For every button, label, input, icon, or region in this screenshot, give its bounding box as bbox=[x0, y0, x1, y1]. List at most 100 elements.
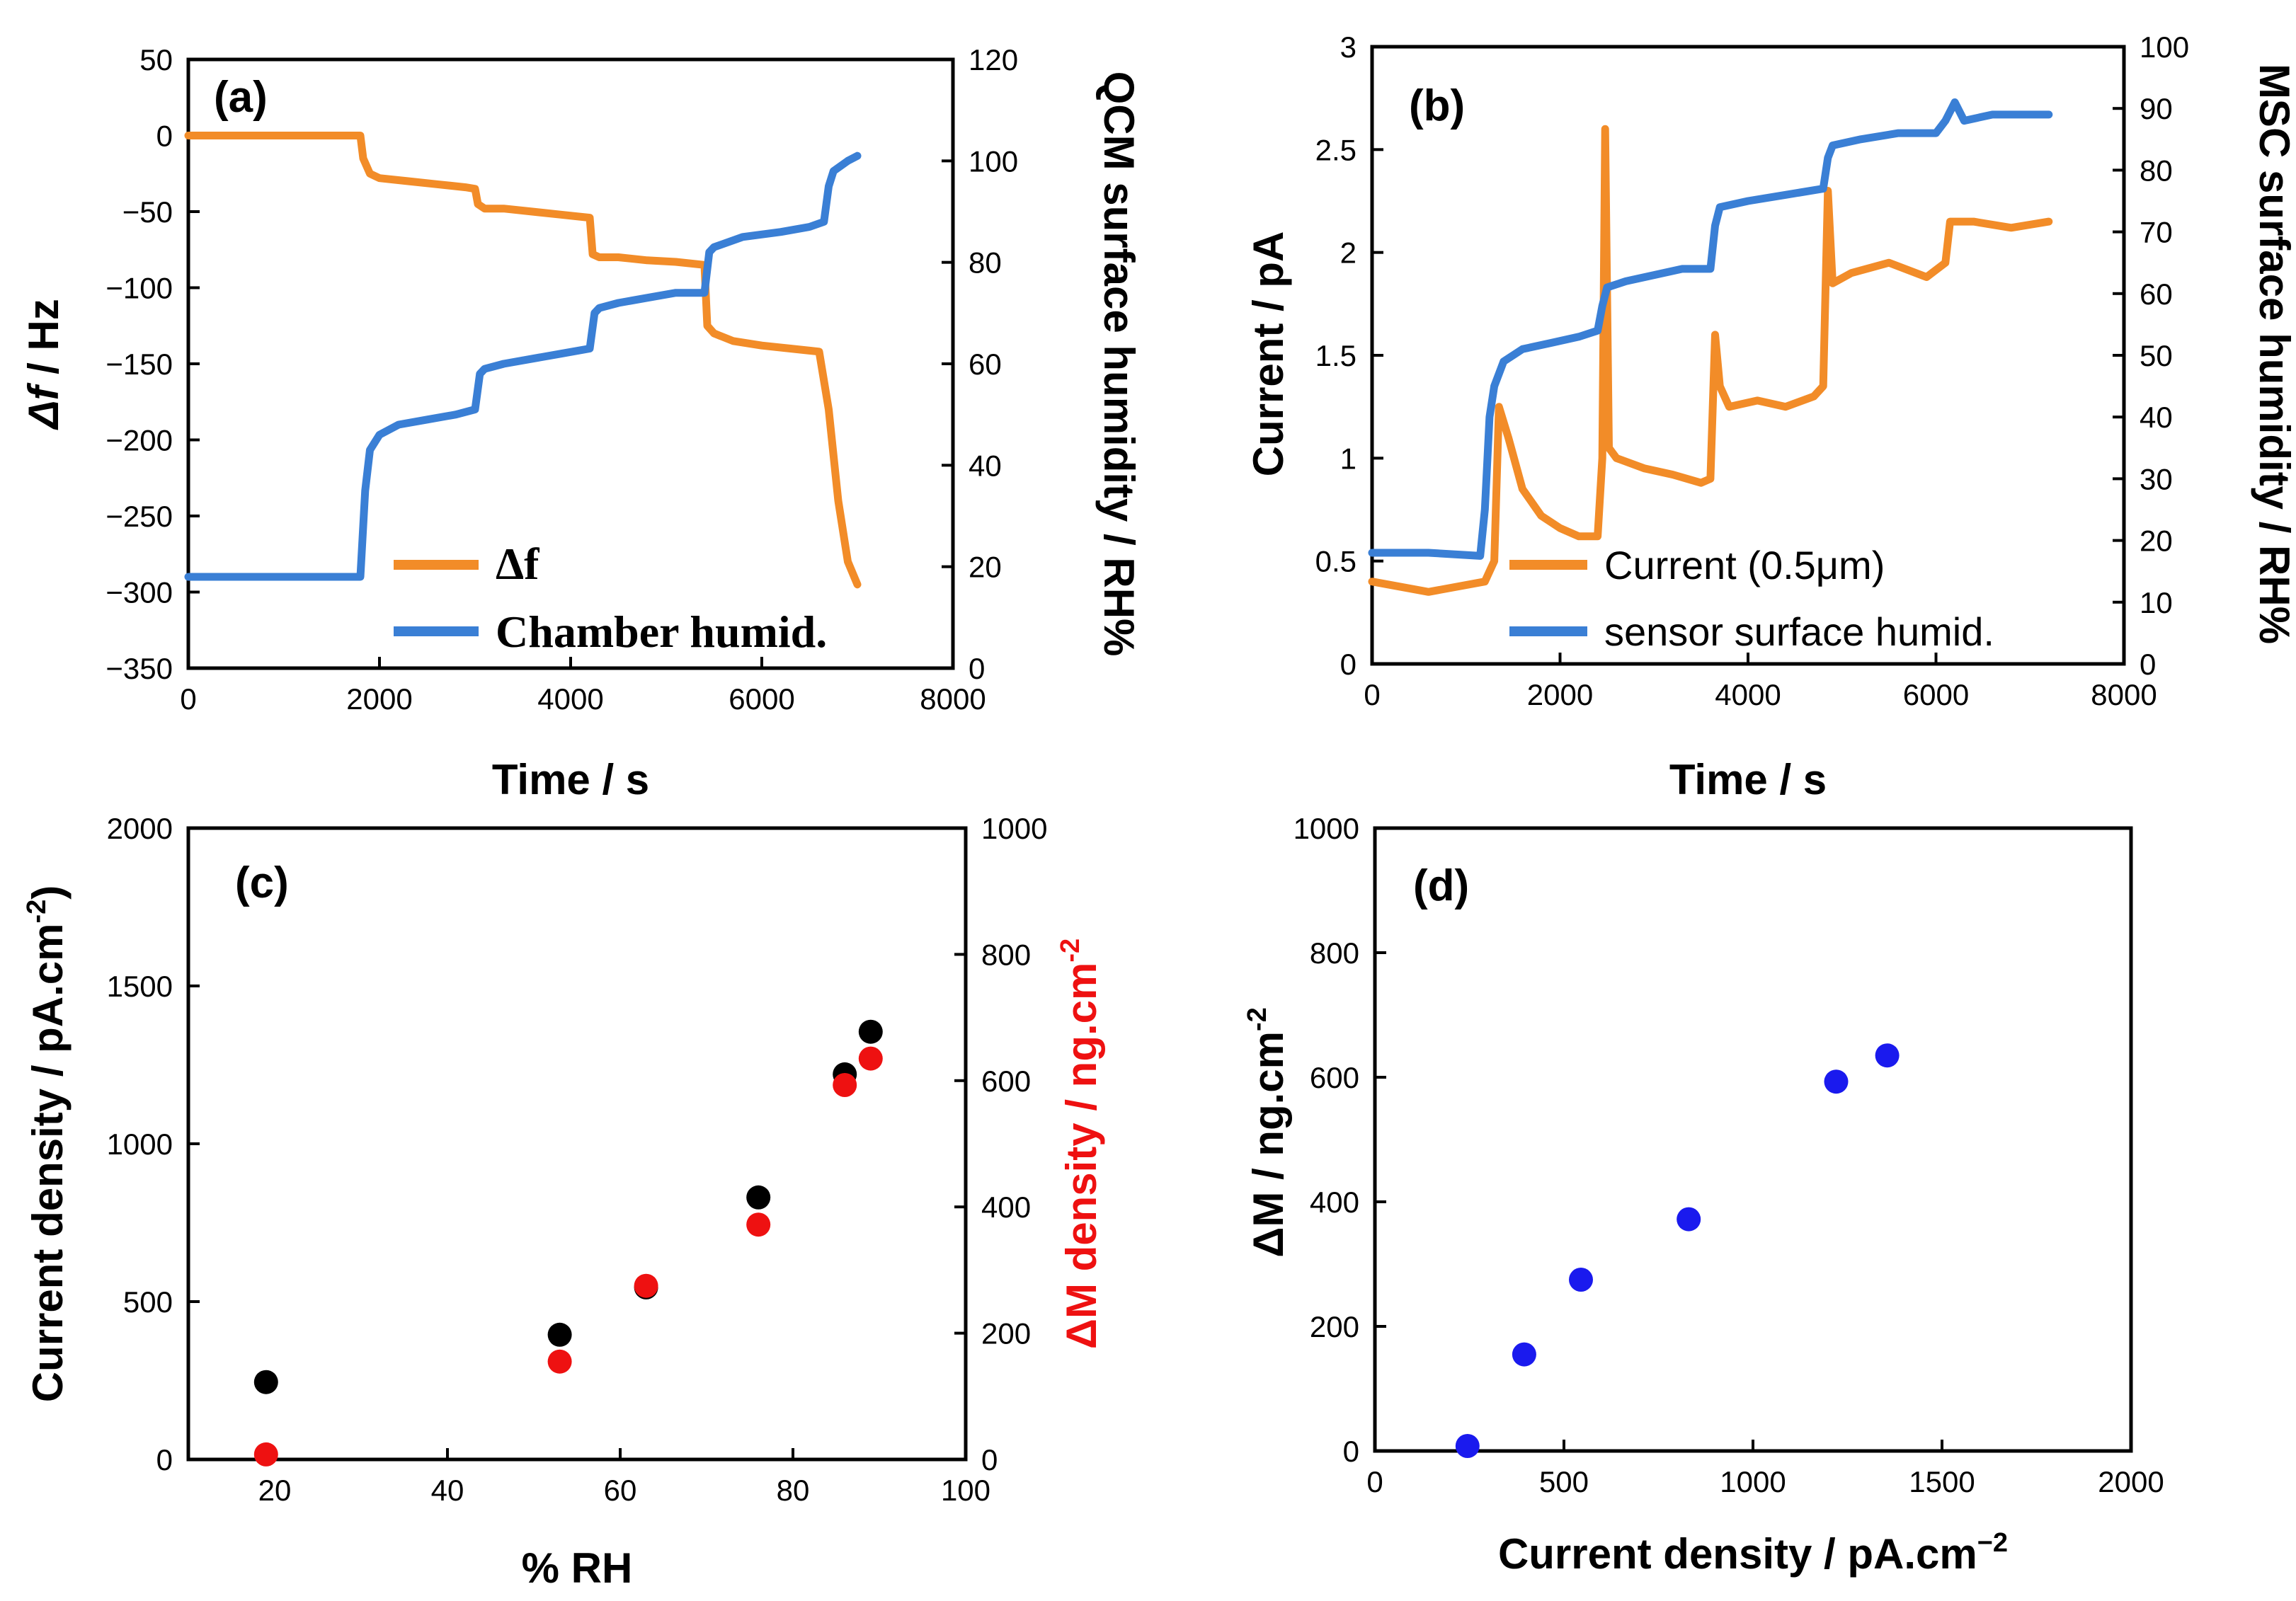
x-tick-label-a-4: 8000 bbox=[920, 682, 986, 716]
y2-axis-label-c-sup: -2 bbox=[1056, 939, 1085, 963]
data-point-c-0-1 bbox=[547, 1322, 572, 1347]
data-point-d-0-4 bbox=[1824, 1069, 1849, 1094]
panel-label-c: (c) bbox=[235, 859, 289, 907]
y-tick-label-c-3: 500 bbox=[123, 1285, 173, 1319]
y-tick-label-b-6: 0 bbox=[1340, 648, 1357, 681]
x-axis-label-d: Current density / pA.cm−2 bbox=[1498, 1528, 2008, 1578]
chart-panel-a: 0 2000 4000 6000 8000 50 0 −50 −100 −150 −200 −250 −… bbox=[20, 43, 1143, 803]
x-tick-label-c-2: 60 bbox=[604, 1474, 637, 1507]
y2-tick-label-a-3: 60 bbox=[969, 348, 1002, 381]
x-tick-label-b-4: 8000 bbox=[2091, 678, 2157, 711]
series-line-a-1 bbox=[184, 151, 862, 581]
y-tick-label-b-4: 1 bbox=[1340, 442, 1357, 475]
y2-axis-label-c: ΔM density / ng.cm-2 bbox=[1056, 939, 1105, 1349]
y2-axis-label-c-main: ΔM density / ng.cm bbox=[1058, 963, 1105, 1350]
y-tick-label-c-4: 0 bbox=[156, 1443, 173, 1476]
data-point-c-1-4 bbox=[833, 1073, 857, 1097]
x-tick-label-c-4: 100 bbox=[941, 1474, 990, 1507]
x-tick-label-b-1: 2000 bbox=[1527, 678, 1593, 711]
x-tick-label-c-1: 40 bbox=[431, 1474, 464, 1507]
x-tick-label-c-0: 20 bbox=[258, 1474, 292, 1507]
data-point-d-0-1 bbox=[1512, 1342, 1536, 1367]
y2-tick-label-a-1: 100 bbox=[969, 144, 1018, 178]
data-point-d-0-5 bbox=[1875, 1043, 1900, 1068]
x-tick-label-d-1: 500 bbox=[1539, 1465, 1589, 1498]
y2-tick-label-b-10: 0 bbox=[2140, 648, 2156, 681]
y-tick-label-b-2: 2 bbox=[1340, 236, 1357, 270]
legend-b: Current (0.5μm) sensor surface humid. bbox=[1509, 543, 1994, 654]
y2-tick-label-b-4: 60 bbox=[2140, 277, 2173, 311]
y2-tick-label-c-2: 600 bbox=[981, 1065, 1031, 1098]
y2-tick-label-c-0: 1000 bbox=[981, 812, 1047, 845]
x-axis-label-d-sup: −2 bbox=[1977, 1528, 2008, 1558]
y-tick-label-d-0: 1000 bbox=[1293, 812, 1359, 845]
y-axis-label-d-sup: -2 bbox=[1243, 1007, 1272, 1031]
y-tick-label-a-2: −50 bbox=[122, 195, 173, 229]
y-tick-label-b-3: 1.5 bbox=[1315, 339, 1357, 372]
chart-panel-c: 20 40 60 80 10020001500100050001000800600400… bbox=[22, 812, 1105, 1592]
y-axis-label-c-main: Current density / pA.cm bbox=[24, 923, 72, 1402]
x-axis-label-d-main: Current density / pA.cm bbox=[1498, 1530, 1977, 1578]
y-tick-label-a-7: −300 bbox=[105, 576, 173, 609]
y-axis-label-d-main: ΔM / ng.cm bbox=[1245, 1031, 1292, 1258]
y-axis-label-c-tail: ) bbox=[24, 885, 72, 900]
data-point-c-1-3 bbox=[746, 1212, 771, 1237]
y-tick-label-b-5: 0.5 bbox=[1315, 545, 1357, 578]
y-tick-label-d-4: 200 bbox=[1310, 1310, 1359, 1343]
y2-tick-label-c-1: 800 bbox=[981, 938, 1031, 971]
y-tick-label-d-3: 400 bbox=[1310, 1186, 1359, 1219]
y-axis-label-c-sup: -2 bbox=[22, 900, 52, 924]
y-tick-label-b-0: 3 bbox=[1340, 30, 1357, 64]
y-tick-label-a-6: −250 bbox=[105, 500, 173, 533]
y-tick-label-a-0: 50 bbox=[139, 43, 173, 76]
data-point-c-0-3 bbox=[746, 1185, 771, 1210]
x-tick-label-a-1: 2000 bbox=[346, 682, 412, 716]
y2-tick-label-a-4: 40 bbox=[969, 449, 1002, 482]
y-axis-label-a: Δf / Hz bbox=[20, 299, 67, 430]
y2-axis-label-a: QCM surface humidity / RH% bbox=[1095, 71, 1143, 657]
data-point-c-0-5 bbox=[858, 1019, 883, 1044]
y2-tick-label-b-6: 40 bbox=[2140, 401, 2173, 434]
y-tick-label-d-5: 0 bbox=[1343, 1435, 1359, 1468]
y2-tick-label-b-2: 80 bbox=[2140, 154, 2173, 187]
legend-entry-a-0: Δf bbox=[496, 539, 539, 589]
data-point-c-1-1 bbox=[547, 1349, 572, 1374]
x-tick-label-b-3: 6000 bbox=[1903, 678, 1969, 711]
data-point-c-1-0 bbox=[253, 1442, 278, 1467]
y-tick-label-c-0: 2000 bbox=[107, 812, 173, 845]
y-axis-label-b: Current / pA bbox=[1245, 231, 1292, 477]
y-axis-label-d: ΔM / ng.cm-2 bbox=[1243, 1007, 1292, 1258]
data-point-d-0-2 bbox=[1569, 1268, 1593, 1292]
y2-tick-label-b-3: 70 bbox=[2140, 216, 2173, 249]
x-tick-label-a-2: 4000 bbox=[537, 682, 603, 716]
y-tick-label-a-5: −200 bbox=[105, 424, 173, 457]
y2-tick-label-b-7: 30 bbox=[2140, 462, 2173, 495]
panel-label-b: (b) bbox=[1409, 81, 1465, 130]
y-axis-label-a-delta: Δf bbox=[20, 383, 67, 430]
series-line-b-1 bbox=[1368, 98, 2053, 560]
data-point-d-0-0 bbox=[1455, 1434, 1480, 1458]
y2-tick-label-c-3: 400 bbox=[981, 1190, 1031, 1224]
y-tick-label-a-1: 0 bbox=[156, 120, 173, 153]
y2-tick-label-a-5: 20 bbox=[969, 551, 1002, 584]
y2-tick-label-a-6: 0 bbox=[969, 652, 985, 685]
y2-tick-label-b-1: 90 bbox=[2140, 92, 2173, 125]
panel-label-d: (d) bbox=[1413, 861, 1469, 910]
legend-entry-b-1: sensor surface humid. bbox=[1604, 609, 1994, 654]
series-line-a-0 bbox=[184, 132, 862, 589]
data-point-c-1-5 bbox=[858, 1046, 883, 1071]
y-tick-label-d-2: 600 bbox=[1310, 1061, 1359, 1094]
y-axis-label-a-unit: / Hz bbox=[20, 299, 67, 374]
x-tick-label-b-2: 4000 bbox=[1715, 678, 1781, 711]
x-axis-label-a: Time / s bbox=[492, 756, 649, 803]
x-tick-label-a-3: 6000 bbox=[729, 682, 794, 716]
x-tick-label-d-4: 2000 bbox=[2098, 1465, 2164, 1498]
x-axis-label-c: % RH bbox=[522, 1544, 633, 1592]
data-point-d-0-3 bbox=[1677, 1207, 1701, 1232]
data-point-c-1-2 bbox=[634, 1273, 658, 1298]
y-tick-label-a-3: −100 bbox=[105, 272, 173, 305]
y-axis-label-c: Current density / pA.cm-2) bbox=[22, 885, 72, 1403]
y2-tick-label-a-0: 120 bbox=[969, 43, 1018, 76]
y2-tick-label-b-8: 20 bbox=[2140, 524, 2173, 558]
